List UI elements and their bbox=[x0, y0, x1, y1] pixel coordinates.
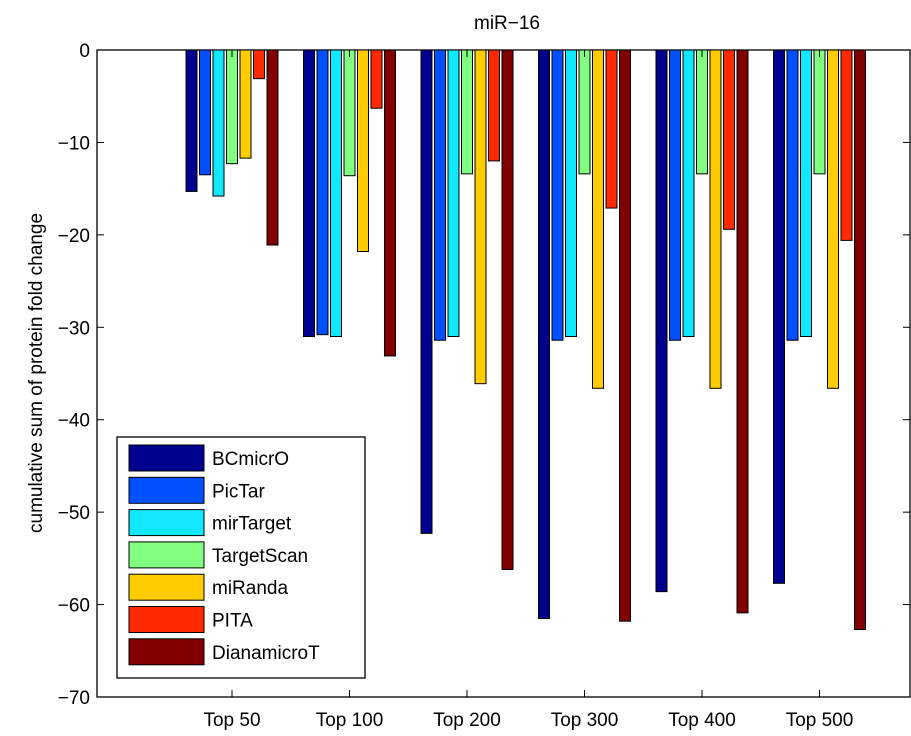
bar-pita-4 bbox=[723, 49, 735, 230]
bar-miranda-0 bbox=[239, 49, 252, 159]
bar-mirtarget-5 bbox=[800, 49, 812, 338]
bar-bcmicro-0 bbox=[185, 49, 198, 192]
bar-miranda-5 bbox=[827, 49, 839, 389]
y-axis-label: cumulative sum of protein fold change bbox=[26, 213, 47, 533]
bar-dianamicrot-4 bbox=[736, 49, 749, 614]
bar-pictar-1 bbox=[316, 49, 329, 336]
bar-pita-3 bbox=[605, 49, 618, 209]
x-tick-label: Top 500 bbox=[786, 710, 854, 731]
bar-mirtarget-1 bbox=[330, 49, 342, 338]
bar-targetscan-1 bbox=[343, 49, 356, 177]
bar-bcmicro-3 bbox=[538, 49, 550, 619]
bar-bcmicro-4 bbox=[655, 49, 668, 593]
x-tick-label: Top 400 bbox=[668, 710, 736, 731]
bar-pictar-2 bbox=[434, 49, 446, 341]
y-tick-label: −30 bbox=[58, 318, 90, 339]
legend-label-bcmicro: BCmicrO bbox=[212, 449, 289, 470]
x-tick-label: Top 100 bbox=[316, 710, 384, 731]
bar-mirtarget-3 bbox=[565, 49, 577, 338]
y-tick-label: −70 bbox=[58, 688, 90, 709]
bar-targetscan-5 bbox=[813, 49, 826, 175]
bars bbox=[185, 49, 866, 631]
bar-bcmicro-5 bbox=[773, 49, 785, 584]
bar-bcmicro-2 bbox=[420, 49, 433, 534]
x-tick-label: Top 50 bbox=[203, 710, 260, 731]
y-tick-label: −40 bbox=[58, 411, 90, 432]
legend-label-pictar: PicTar bbox=[212, 481, 265, 502]
bar-pictar-5 bbox=[786, 49, 799, 341]
bar-bcmicro-1 bbox=[303, 49, 315, 338]
legend-swatch-dianamicrot bbox=[128, 638, 205, 666]
bar-targetscan-4 bbox=[696, 49, 708, 175]
legend-label-miranda: miRanda bbox=[212, 578, 288, 599]
y-tick-label: −50 bbox=[58, 503, 90, 524]
bar-dianamicrot-3 bbox=[619, 49, 631, 622]
legend-swatch-pictar bbox=[128, 476, 205, 504]
bar-dianamicrot-0 bbox=[266, 49, 279, 246]
bar-targetscan-3 bbox=[578, 49, 591, 175]
legend-swatch-targetscan bbox=[128, 541, 205, 569]
y-ticks: 0 −10 −20 −30 −40 −50 −60 −70 bbox=[58, 41, 910, 709]
bar-targetscan-2 bbox=[461, 49, 473, 175]
bar-miranda-1 bbox=[357, 49, 369, 252]
legend-label-mirtarget: mirTarget bbox=[212, 514, 292, 535]
legend: BCmicrO PicTar mirTarget TargetScan miRanda P… bbox=[116, 436, 366, 679]
bar-pita-0 bbox=[253, 49, 265, 80]
bar-mirtarget-4 bbox=[682, 49, 695, 338]
y-tick-label: 0 bbox=[79, 41, 90, 62]
bar-pictar-0 bbox=[199, 49, 211, 176]
chart-title: miR−16 bbox=[474, 13, 540, 34]
legend-label-dianamicrot: DianamicroT bbox=[212, 643, 320, 664]
bar-dianamicrot-5 bbox=[854, 49, 866, 631]
bar-pita-5 bbox=[840, 49, 853, 241]
y-tick-label: −60 bbox=[58, 596, 90, 617]
bar-miranda-4 bbox=[709, 49, 722, 389]
bar-miranda-2 bbox=[474, 49, 487, 385]
bar-pita-1 bbox=[370, 49, 383, 109]
bar-pictar-4 bbox=[669, 49, 681, 341]
y-tick-label: −10 bbox=[58, 133, 90, 154]
y-tick-label: −20 bbox=[58, 226, 90, 247]
bar-mirtarget-2 bbox=[447, 49, 460, 338]
x-tick-label: Top 300 bbox=[551, 710, 619, 731]
legend-label-targetscan: TargetScan bbox=[212, 546, 308, 567]
bar-dianamicrot-1 bbox=[384, 49, 396, 357]
x-ticks: Top 50 Top 100 Top 200 Top 300 Top 400 Top 50… bbox=[203, 50, 853, 731]
legend-label-pita: PITA bbox=[212, 611, 253, 632]
bar-targetscan-0 bbox=[226, 49, 238, 165]
legend-swatch-mirtarget bbox=[128, 509, 205, 537]
bar-dianamicrot-2 bbox=[501, 49, 514, 570]
x-tick-label: Top 200 bbox=[433, 710, 501, 731]
bar-miranda-3 bbox=[592, 49, 604, 389]
bar-mirtarget-0 bbox=[212, 49, 225, 197]
legend-swatch-pita bbox=[128, 606, 205, 633]
legend-swatch-bcmicro bbox=[128, 444, 205, 472]
bar-pita-2 bbox=[488, 49, 500, 162]
legend-swatch-miranda bbox=[128, 573, 205, 601]
bar-pictar-3 bbox=[551, 49, 564, 341]
